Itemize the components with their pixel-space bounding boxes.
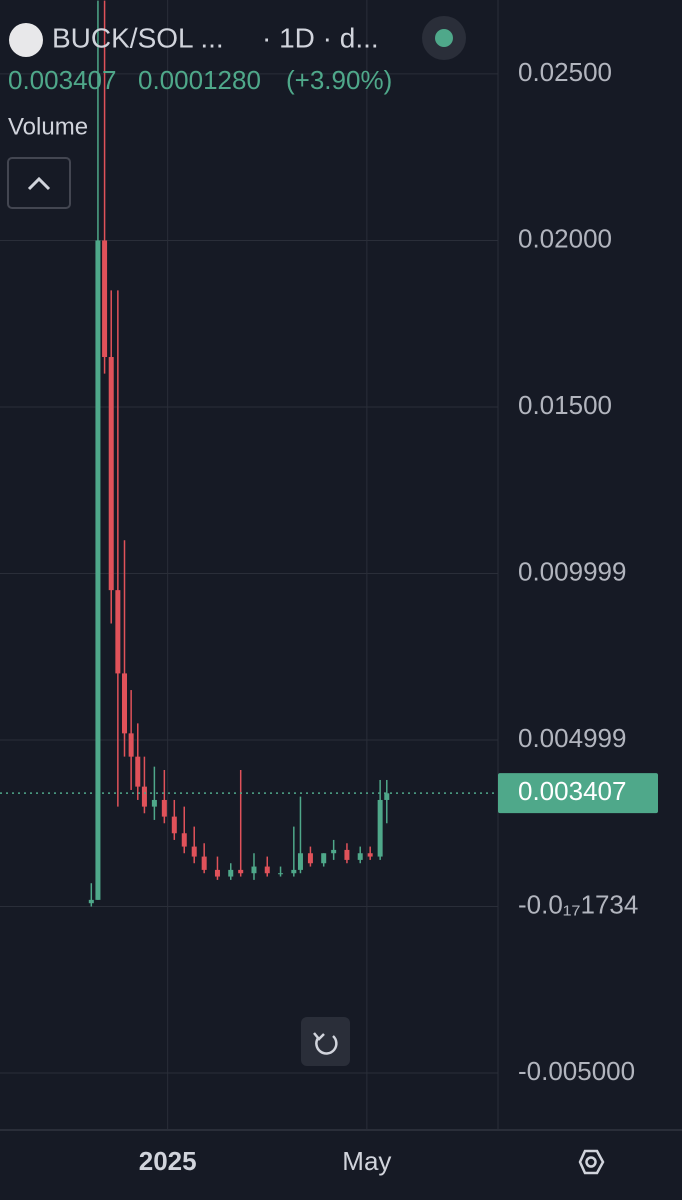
candle-body (102, 240, 108, 358)
candle-body (331, 849, 337, 854)
candle-body (278, 873, 284, 875)
collapse-button[interactable] (7, 157, 71, 209)
y-tick-label: -0.0₁₇1734 (518, 889, 638, 919)
token-icon (9, 23, 43, 57)
candle-body (384, 793, 390, 800)
candle-body (307, 853, 313, 864)
y-tick-label: 0.01500 (518, 390, 612, 420)
candle-body (377, 799, 383, 857)
candle-body (251, 866, 257, 874)
candle-body (228, 869, 234, 877)
settings-button[interactable] (578, 1149, 605, 1175)
candle-body (108, 357, 114, 591)
last-price-label: 0.003407 (518, 776, 626, 806)
candle-body (135, 756, 141, 787)
y-tick-label: 0.02500 (518, 57, 612, 87)
settings-icon (585, 1156, 597, 1168)
candle-body (367, 853, 373, 857)
candle-body (88, 899, 94, 904)
candle-body (171, 816, 177, 834)
status-dot (435, 29, 453, 47)
y-tick-label: 0.004999 (518, 723, 626, 753)
candle-body (344, 849, 350, 860)
x-tick-label: 2025 (139, 1146, 197, 1176)
candle-body (181, 833, 187, 847)
candle-body (95, 240, 101, 900)
candle-body (151, 799, 157, 807)
candle-body (141, 786, 147, 807)
change: 0.0001280 (138, 65, 261, 95)
candle-body (297, 853, 303, 870)
candle-body (128, 733, 134, 757)
candle-body (214, 869, 220, 877)
candle-body (357, 853, 363, 860)
reset-icon (315, 1035, 338, 1055)
symbol[interactable]: BUCK/SOL ... (52, 22, 224, 53)
x-tick-label: May (342, 1146, 391, 1176)
candle-body (122, 673, 127, 734)
y-tick-label: -0.005000 (518, 1056, 635, 1086)
candle-body (321, 853, 327, 864)
candle-body (238, 869, 244, 874)
candle-body (115, 590, 121, 674)
y-tick-label: 0.009999 (518, 556, 626, 586)
candle-body (191, 846, 197, 857)
candle-body (291, 869, 297, 874)
reset-icon-arrow (313, 1032, 325, 1041)
candle-body (201, 856, 207, 870)
candle-body (264, 866, 270, 874)
reset-button[interactable] (301, 1017, 350, 1066)
volume-label: Volume (8, 113, 88, 140)
chevron-up-icon (27, 176, 51, 191)
interval[interactable]: · 1D · d... (262, 22, 379, 53)
y-tick-label: 0.02000 (518, 223, 612, 253)
change-percent: (+3.90%) (286, 65, 392, 95)
last-price: 0.003407 (8, 65, 116, 95)
last-price-badge (498, 773, 658, 814)
candle-body (161, 799, 167, 817)
